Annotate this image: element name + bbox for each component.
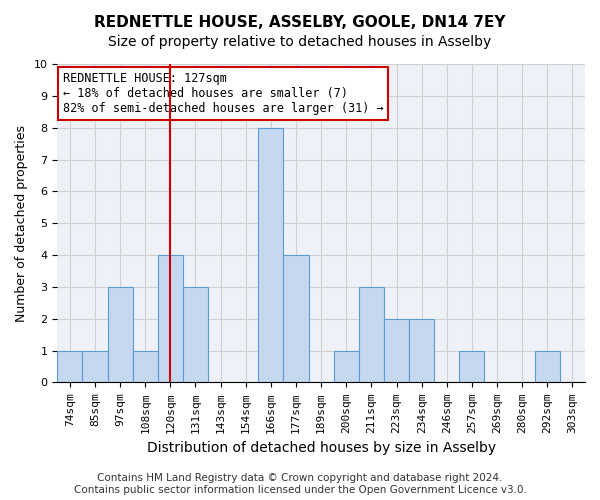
Text: Size of property relative to detached houses in Asselby: Size of property relative to detached ho…: [109, 35, 491, 49]
Bar: [535, 350, 560, 382]
Bar: [359, 287, 384, 382]
Bar: [334, 350, 359, 382]
Bar: [158, 255, 183, 382]
Text: REDNETTLE HOUSE: 127sqm
← 18% of detached houses are smaller (7)
82% of semi-det: REDNETTLE HOUSE: 127sqm ← 18% of detache…: [62, 72, 383, 115]
Bar: [133, 350, 158, 382]
Bar: [107, 287, 133, 382]
Bar: [57, 350, 82, 382]
Bar: [82, 350, 107, 382]
Bar: [384, 319, 409, 382]
X-axis label: Distribution of detached houses by size in Asselby: Distribution of detached houses by size …: [146, 441, 496, 455]
Bar: [283, 255, 308, 382]
Bar: [460, 350, 484, 382]
Bar: [409, 319, 434, 382]
Y-axis label: Number of detached properties: Number of detached properties: [15, 124, 28, 322]
Text: REDNETTLE HOUSE, ASSELBY, GOOLE, DN14 7EY: REDNETTLE HOUSE, ASSELBY, GOOLE, DN14 7E…: [94, 15, 506, 30]
Bar: [259, 128, 283, 382]
Text: Contains HM Land Registry data © Crown copyright and database right 2024.
Contai: Contains HM Land Registry data © Crown c…: [74, 474, 526, 495]
Bar: [183, 287, 208, 382]
